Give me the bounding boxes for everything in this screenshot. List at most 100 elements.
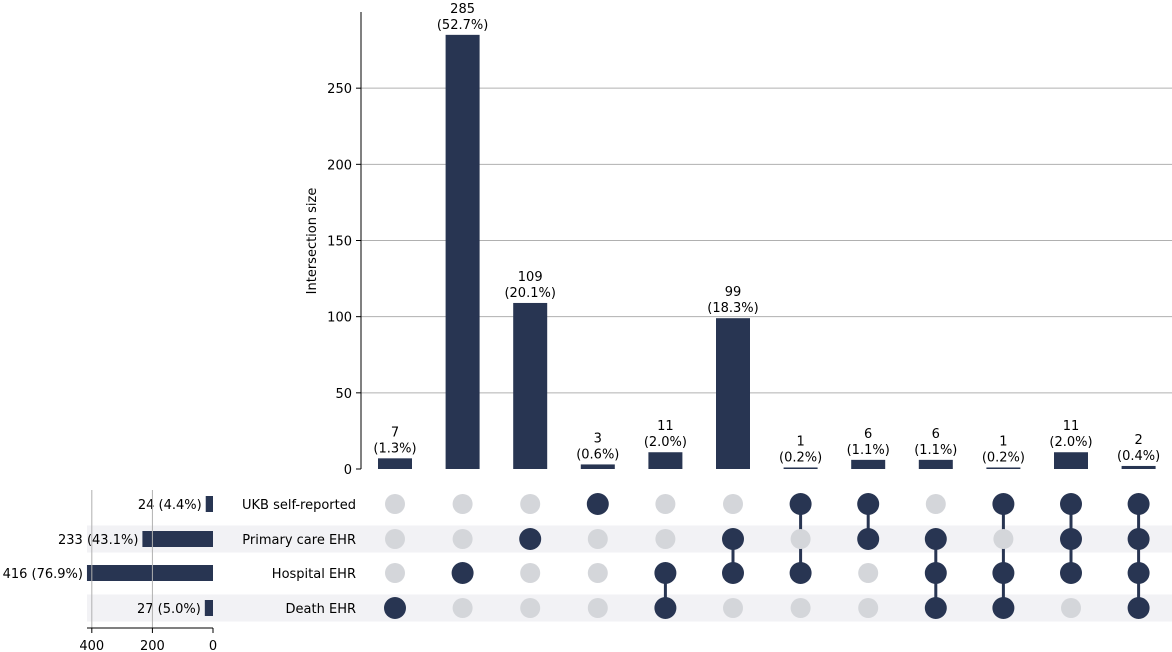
bar-count-label: 2 (1134, 433, 1142, 448)
bar-percent-label: (52.7%) (437, 18, 488, 33)
matrix-dot-filled (992, 562, 1015, 584)
bar-count-label: 285 (450, 2, 475, 17)
matrix-dot-empty (993, 529, 1014, 549)
intersection-bar (648, 452, 683, 469)
matrix-dot-filled (722, 562, 744, 584)
matrix-dot-filled (924, 597, 947, 619)
matrix-dot-filled (586, 493, 609, 515)
intersection-bar (918, 459, 953, 469)
matrix-dot-filled (924, 562, 947, 584)
bar-percent-label: (1.1%) (914, 443, 957, 458)
bar-count-label: 6 (932, 427, 940, 442)
set-size-label: 24 (4.4%) (138, 498, 202, 513)
bar-percent-label: (0.2%) (779, 450, 822, 465)
matrix-dot-filled (722, 528, 744, 550)
set-size-bars: 24 (4.4%) 233 (43.1%) 416 (76.9%) 27 (5.0%) (3, 496, 213, 617)
set-size-bar (86, 565, 213, 581)
set-size-label: 233 (43.1%) (58, 533, 138, 548)
matrix-dot-filled (654, 597, 677, 619)
bar-count-label: 99 (725, 285, 742, 300)
matrix-dot-empty (385, 494, 405, 514)
intersection-bar (851, 459, 886, 469)
set-size-tick-label: 200 (140, 639, 165, 652)
bar-count-label: 1 (999, 434, 1007, 449)
matrix-dot-filled (1127, 597, 1150, 619)
set-size-bar (204, 600, 213, 616)
matrix-dot-empty (587, 529, 608, 549)
y-tick-label: 100 (327, 311, 352, 326)
matrix-dot-empty (790, 598, 811, 618)
matrix-dot-empty (655, 494, 676, 514)
matrix-dot-filled (654, 562, 677, 584)
y-axis-label: Intersection size (305, 188, 320, 295)
matrix-dot-filled (519, 528, 542, 550)
matrix-dot-empty (385, 563, 405, 583)
bar-count-label: 109 (518, 270, 543, 285)
bar-count-label: 11 (1063, 419, 1080, 434)
bar-percent-label: (0.6%) (576, 447, 619, 462)
matrix-dot-empty (520, 563, 541, 583)
matrix-dot-empty (723, 598, 743, 618)
bar-percent-label: (2.0%) (1049, 435, 1092, 450)
intersection-bar (513, 302, 548, 469)
matrix-dot-filled (992, 597, 1015, 619)
y-tick-label: 150 (327, 235, 352, 250)
intersection-bars (378, 34, 1156, 469)
intersection-bar (986, 467, 1021, 469)
matrix-dot-empty (723, 494, 743, 514)
matrix-dot-empty (587, 563, 608, 583)
matrix-dot-empty (1061, 598, 1081, 618)
y-tick-label: 250 (327, 82, 352, 97)
matrix-dot-filled (857, 528, 880, 550)
matrix-dot-filled (1127, 493, 1150, 515)
y-tick-label: 200 (327, 158, 352, 173)
matrix-dot-empty (925, 494, 946, 514)
bar-count-label: 6 (864, 427, 872, 442)
y-tick-label: 50 (335, 387, 352, 402)
matrix-dot-filled (1127, 528, 1150, 550)
matrix-dot-filled (924, 528, 947, 550)
intersection-bar-labels: 7(1.3%)285(52.7%)109(20.1%)3(0.6%)11(2.0… (373, 2, 1160, 466)
y-tick-label: 0 (344, 463, 352, 478)
intersection-bar (1121, 465, 1156, 469)
bar-percent-label: (20.1%) (504, 286, 555, 301)
matrix-dot-empty (385, 529, 405, 549)
intersection-bar (445, 34, 480, 469)
membership-matrix (384, 493, 1150, 619)
gridlines (361, 87, 1172, 394)
bar-percent-label: (1.3%) (373, 441, 416, 456)
matrix-row-stripes (87, 525, 1172, 622)
matrix-dot-empty (858, 598, 879, 618)
matrix-dot-filled (451, 562, 474, 584)
matrix-dot-filled (857, 493, 880, 515)
matrix-row-stripe (87, 525, 1172, 553)
set-names: UKB self-reported Primary care EHR Hospita… (242, 498, 356, 617)
set-name-label: Death EHR (286, 602, 356, 617)
matrix-dot-empty (520, 598, 541, 618)
set-size-label: 416 (76.9%) (3, 567, 83, 582)
intersection-bar (580, 464, 615, 469)
bar-count-label: 1 (796, 434, 804, 449)
set-size-bar (142, 531, 213, 547)
matrix-dot-empty (452, 529, 473, 549)
set-size-axis: 400 200 0 (79, 490, 217, 652)
set-size-bar (205, 496, 213, 512)
y-axis: 0 50 100 150 200 250 (327, 12, 362, 478)
matrix-row-stripe (87, 594, 1172, 622)
intersection-bar (783, 467, 818, 469)
set-name-label: UKB self-reported (242, 498, 356, 513)
bar-percent-label: (0.2%) (982, 450, 1025, 465)
intersection-bar (716, 318, 750, 469)
bar-percent-label: (0.4%) (1117, 449, 1160, 464)
set-name-label: Primary care EHR (242, 533, 356, 548)
matrix-dot-filled (1060, 528, 1082, 550)
set-name-label: Hospital EHR (272, 567, 356, 582)
matrix-dot-filled (1060, 493, 1082, 515)
matrix-dot-filled (1060, 562, 1082, 584)
matrix-dot-empty (452, 598, 473, 618)
bar-percent-label: (1.1%) (847, 443, 890, 458)
intersection-bar (1054, 452, 1088, 469)
matrix-dot-filled (789, 562, 812, 584)
matrix-dot-filled (992, 493, 1015, 515)
